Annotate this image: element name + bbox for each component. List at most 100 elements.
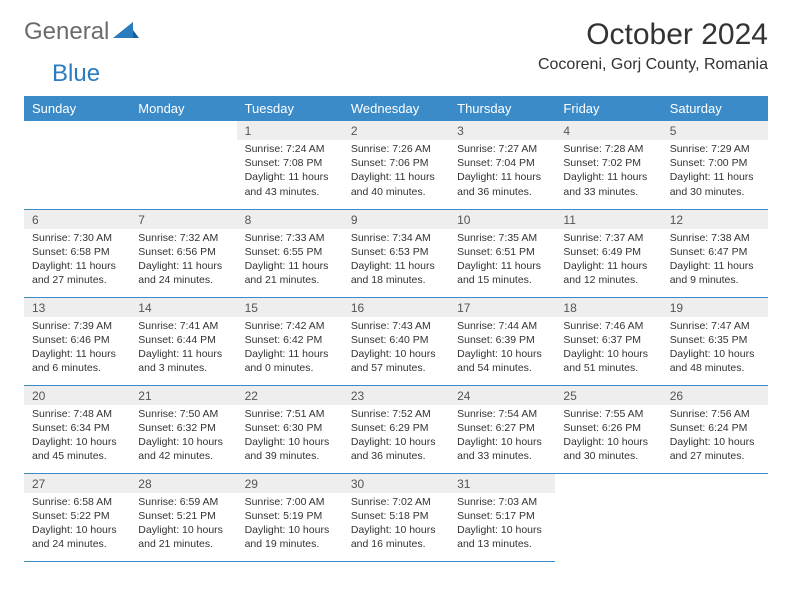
sunrise-line: Sunrise: 6:58 AM bbox=[32, 495, 122, 509]
weekday-header: Thursday bbox=[449, 96, 555, 121]
daylight-line-1: Daylight: 10 hours bbox=[138, 523, 228, 537]
daylight-line-1: Daylight: 10 hours bbox=[351, 523, 441, 537]
sunrise-line: Sunrise: 7:43 AM bbox=[351, 319, 441, 333]
daylight-line-2: and 27 minutes. bbox=[32, 273, 122, 287]
sunrise-line: Sunrise: 6:59 AM bbox=[138, 495, 228, 509]
calendar-cell bbox=[24, 121, 130, 209]
calendar-cell bbox=[662, 473, 768, 561]
daylight-line-2: and 16 minutes. bbox=[351, 537, 441, 551]
daylight-line-1: Daylight: 11 hours bbox=[563, 170, 653, 184]
weekday-header: Sunday bbox=[24, 96, 130, 121]
day-details: Sunrise: 7:02 AMSunset: 5:18 PMDaylight:… bbox=[343, 493, 449, 556]
sunset-line: Sunset: 6:42 PM bbox=[245, 333, 335, 347]
sunrise-line: Sunrise: 7:50 AM bbox=[138, 407, 228, 421]
sunset-line: Sunset: 7:08 PM bbox=[245, 156, 335, 170]
sunset-line: Sunset: 6:24 PM bbox=[670, 421, 760, 435]
day-details: Sunrise: 7:00 AMSunset: 5:19 PMDaylight:… bbox=[237, 493, 343, 556]
sunrise-line: Sunrise: 7:37 AM bbox=[563, 231, 653, 245]
day-number-empty bbox=[24, 121, 130, 140]
day-details: Sunrise: 7:46 AMSunset: 6:37 PMDaylight:… bbox=[555, 317, 661, 380]
sunset-line: Sunset: 6:49 PM bbox=[563, 245, 653, 259]
weekday-header: Friday bbox=[555, 96, 661, 121]
sunset-line: Sunset: 6:26 PM bbox=[563, 421, 653, 435]
day-number: 3 bbox=[449, 121, 555, 140]
day-number: 4 bbox=[555, 121, 661, 140]
sunset-line: Sunset: 6:47 PM bbox=[670, 245, 760, 259]
daylight-line-2: and 43 minutes. bbox=[245, 185, 335, 199]
daylight-line-1: Daylight: 10 hours bbox=[351, 435, 441, 449]
calendar-cell: 5Sunrise: 7:29 AMSunset: 7:00 PMDaylight… bbox=[662, 121, 768, 209]
day-details: Sunrise: 6:59 AMSunset: 5:21 PMDaylight:… bbox=[130, 493, 236, 556]
day-details: Sunrise: 7:29 AMSunset: 7:00 PMDaylight:… bbox=[662, 140, 768, 203]
day-number: 6 bbox=[24, 210, 130, 229]
calendar-cell: 19Sunrise: 7:47 AMSunset: 6:35 PMDayligh… bbox=[662, 297, 768, 385]
sunset-line: Sunset: 6:55 PM bbox=[245, 245, 335, 259]
calendar-cell: 7Sunrise: 7:32 AMSunset: 6:56 PMDaylight… bbox=[130, 209, 236, 297]
day-number: 7 bbox=[130, 210, 236, 229]
daylight-line-2: and 30 minutes. bbox=[563, 449, 653, 463]
day-details: Sunrise: 7:38 AMSunset: 6:47 PMDaylight:… bbox=[662, 229, 768, 292]
day-number: 17 bbox=[449, 298, 555, 317]
sunrise-line: Sunrise: 7:28 AM bbox=[563, 142, 653, 156]
daylight-line-2: and 18 minutes. bbox=[351, 273, 441, 287]
sunset-line: Sunset: 5:19 PM bbox=[245, 509, 335, 523]
daylight-line-1: Daylight: 10 hours bbox=[245, 435, 335, 449]
sunset-line: Sunset: 5:18 PM bbox=[351, 509, 441, 523]
daylight-line-2: and 9 minutes. bbox=[670, 273, 760, 287]
daylight-line-2: and 51 minutes. bbox=[563, 361, 653, 375]
sunrise-line: Sunrise: 7:24 AM bbox=[245, 142, 335, 156]
day-details: Sunrise: 7:30 AMSunset: 6:58 PMDaylight:… bbox=[24, 229, 130, 292]
daylight-line-2: and 48 minutes. bbox=[670, 361, 760, 375]
sunset-line: Sunset: 6:35 PM bbox=[670, 333, 760, 347]
daylight-line-2: and 6 minutes. bbox=[32, 361, 122, 375]
daylight-line-1: Daylight: 11 hours bbox=[245, 170, 335, 184]
sunset-line: Sunset: 6:39 PM bbox=[457, 333, 547, 347]
daylight-line-1: Daylight: 10 hours bbox=[670, 435, 760, 449]
day-details: Sunrise: 7:50 AMSunset: 6:32 PMDaylight:… bbox=[130, 405, 236, 468]
sunset-line: Sunset: 6:58 PM bbox=[32, 245, 122, 259]
day-number: 1 bbox=[237, 121, 343, 140]
day-details: Sunrise: 6:58 AMSunset: 5:22 PMDaylight:… bbox=[24, 493, 130, 556]
day-details: Sunrise: 7:52 AMSunset: 6:29 PMDaylight:… bbox=[343, 405, 449, 468]
daylight-line-2: and 19 minutes. bbox=[245, 537, 335, 551]
calendar-cell: 6Sunrise: 7:30 AMSunset: 6:58 PMDaylight… bbox=[24, 209, 130, 297]
sunset-line: Sunset: 6:32 PM bbox=[138, 421, 228, 435]
day-number-empty bbox=[555, 474, 661, 493]
calendar-cell: 28Sunrise: 6:59 AMSunset: 5:21 PMDayligh… bbox=[130, 473, 236, 561]
sunrise-line: Sunrise: 7:32 AM bbox=[138, 231, 228, 245]
month-title: October 2024 bbox=[538, 18, 768, 52]
day-details: Sunrise: 7:44 AMSunset: 6:39 PMDaylight:… bbox=[449, 317, 555, 380]
brand-general: General bbox=[24, 18, 109, 46]
calendar-week-row: 20Sunrise: 7:48 AMSunset: 6:34 PMDayligh… bbox=[24, 385, 768, 473]
day-number: 18 bbox=[555, 298, 661, 317]
day-number: 13 bbox=[24, 298, 130, 317]
daylight-line-1: Daylight: 11 hours bbox=[351, 170, 441, 184]
daylight-line-2: and 36 minutes. bbox=[351, 449, 441, 463]
sunrise-line: Sunrise: 7:27 AM bbox=[457, 142, 547, 156]
calendar-cell: 12Sunrise: 7:38 AMSunset: 6:47 PMDayligh… bbox=[662, 209, 768, 297]
sunset-line: Sunset: 6:27 PM bbox=[457, 421, 547, 435]
day-details: Sunrise: 7:54 AMSunset: 6:27 PMDaylight:… bbox=[449, 405, 555, 468]
day-details: Sunrise: 7:56 AMSunset: 6:24 PMDaylight:… bbox=[662, 405, 768, 468]
day-number: 23 bbox=[343, 386, 449, 405]
calendar-body: 1Sunrise: 7:24 AMSunset: 7:08 PMDaylight… bbox=[24, 121, 768, 561]
daylight-line-2: and 45 minutes. bbox=[32, 449, 122, 463]
day-details: Sunrise: 7:41 AMSunset: 6:44 PMDaylight:… bbox=[130, 317, 236, 380]
day-number: 9 bbox=[343, 210, 449, 229]
sunset-line: Sunset: 6:51 PM bbox=[457, 245, 547, 259]
daylight-line-2: and 21 minutes. bbox=[138, 537, 228, 551]
day-number: 15 bbox=[237, 298, 343, 317]
calendar-cell: 29Sunrise: 7:00 AMSunset: 5:19 PMDayligh… bbox=[237, 473, 343, 561]
daylight-line-1: Daylight: 11 hours bbox=[245, 347, 335, 361]
daylight-line-2: and 33 minutes. bbox=[457, 449, 547, 463]
sunset-line: Sunset: 6:44 PM bbox=[138, 333, 228, 347]
day-details: Sunrise: 7:33 AMSunset: 6:55 PMDaylight:… bbox=[237, 229, 343, 292]
calendar-cell: 18Sunrise: 7:46 AMSunset: 6:37 PMDayligh… bbox=[555, 297, 661, 385]
daylight-line-1: Daylight: 11 hours bbox=[32, 259, 122, 273]
daylight-line-2: and 24 minutes. bbox=[32, 537, 122, 551]
day-number-empty bbox=[662, 474, 768, 493]
sunset-line: Sunset: 7:04 PM bbox=[457, 156, 547, 170]
day-number: 5 bbox=[662, 121, 768, 140]
daylight-line-2: and 27 minutes. bbox=[670, 449, 760, 463]
day-number: 25 bbox=[555, 386, 661, 405]
